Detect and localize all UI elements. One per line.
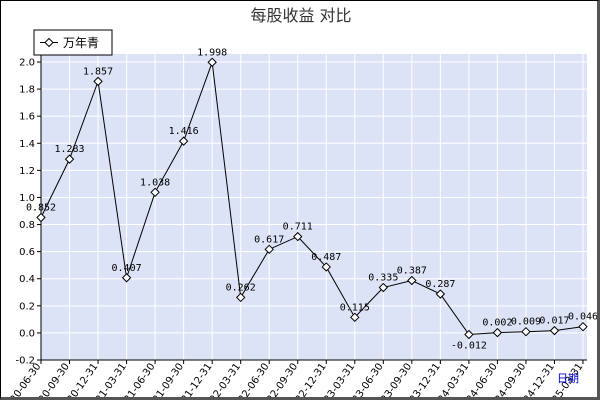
y-tick-label: -0.2 <box>15 356 35 367</box>
legend: 万年青 <box>33 29 113 56</box>
y-tick-label: 1.6 <box>19 112 35 123</box>
data-label: 1.998 <box>197 47 227 58</box>
y-tick-label: 0.0 <box>19 328 35 339</box>
data-label: 0.407 <box>112 263 142 274</box>
x-tick-label: 2020-06-30 <box>1 361 43 397</box>
data-point-marker <box>93 76 103 87</box>
data-point-marker <box>64 154 75 164</box>
data-label: 1.416 <box>169 126 199 137</box>
x-axis-unit-label: 日期 <box>557 372 579 385</box>
data-label: 0.287 <box>425 279 455 290</box>
y-tick-label: 0.2 <box>19 301 35 312</box>
y-tick-label: 0.4 <box>19 274 35 285</box>
data-label: -0.012 <box>451 341 487 352</box>
legend-diamond-marker <box>44 37 54 48</box>
data-point-marker <box>293 231 303 242</box>
data-label: 1.857 <box>83 66 113 77</box>
data-label: 0.262 <box>226 282 256 293</box>
y-tick-label: 1.0 <box>19 193 35 204</box>
data-point-marker <box>435 289 446 299</box>
data-point-marker <box>549 325 560 336</box>
legend-entry-wannianqing: 万年青 <box>63 36 99 50</box>
series-line-1 <box>40 62 584 336</box>
plot-area <box>41 54 587 360</box>
chart-title: 每股收益 对比 <box>250 6 351 25</box>
data-label: 0.046 <box>568 312 597 323</box>
data-point-marker <box>464 329 474 340</box>
data-point-marker <box>492 327 503 338</box>
data-point-marker <box>378 282 389 293</box>
data-label: 0.487 <box>311 252 341 263</box>
data-point-marker <box>578 321 588 332</box>
data-point-marker <box>321 262 331 272</box>
data-label: 0.017 <box>539 316 569 327</box>
data-point-marker <box>150 187 160 198</box>
data-point-marker <box>350 312 360 323</box>
data-point-marker <box>121 273 132 283</box>
data-point-marker <box>407 275 417 286</box>
data-label: 0.002 <box>482 318 512 329</box>
data-label: 1.038 <box>140 177 170 188</box>
y-tick-label: 2.0 <box>19 58 35 69</box>
data-point-marker <box>521 326 531 337</box>
data-point-marker <box>235 292 246 303</box>
y-tick-label: 0.6 <box>19 247 35 258</box>
data-point-marker <box>178 136 189 146</box>
data-label: 0.617 <box>254 234 284 245</box>
data-label: 0.009 <box>511 317 541 328</box>
data-label: 0.852 <box>26 203 56 214</box>
y-tick-label: 1.8 <box>19 85 35 96</box>
data-label: 1.283 <box>54 144 84 155</box>
data-label: 0.335 <box>368 273 398 284</box>
data-label: 0.115 <box>340 302 370 313</box>
data-label: 0.387 <box>397 265 427 276</box>
data-point-marker <box>36 212 46 223</box>
data-label: 0.711 <box>283 222 313 233</box>
y-tick-label: 1.4 <box>19 139 35 150</box>
data-point-marker <box>207 57 217 67</box>
data-point-marker <box>264 244 274 255</box>
y-tick-label: 1.2 <box>19 166 35 177</box>
y-tick-label: 0.8 <box>19 220 35 231</box>
